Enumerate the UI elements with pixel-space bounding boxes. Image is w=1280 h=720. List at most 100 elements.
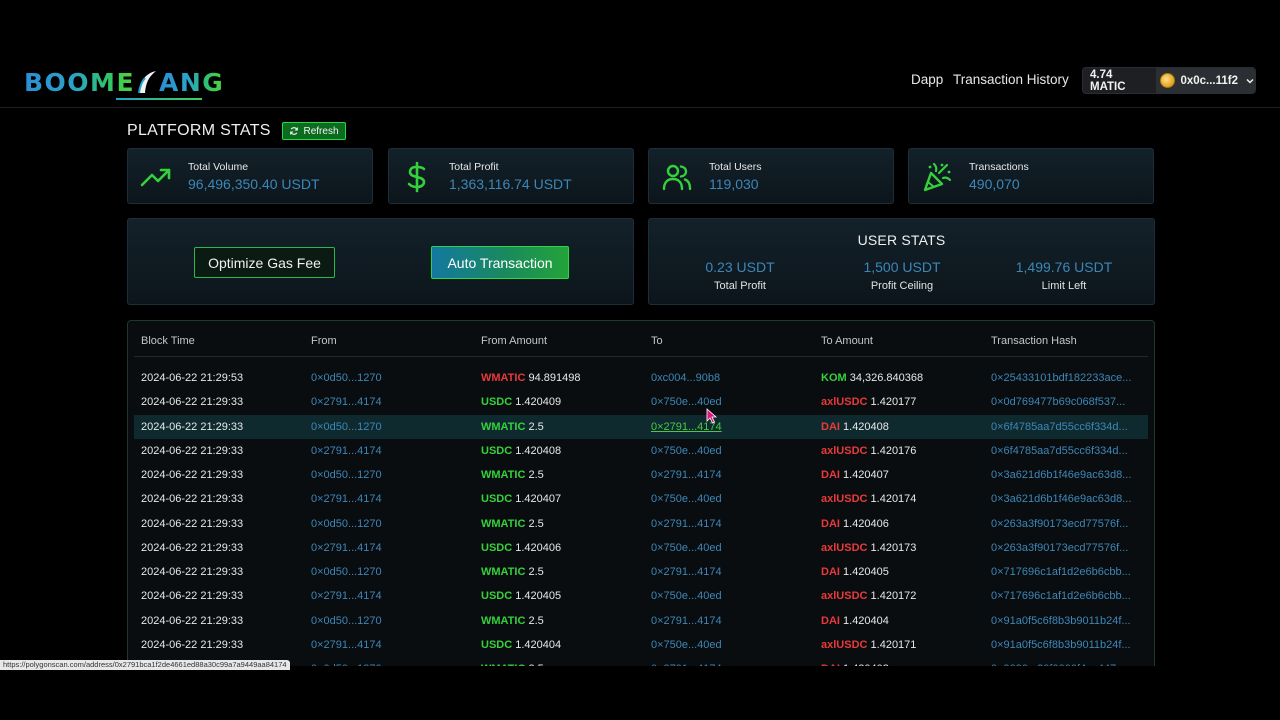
to-amount-cell: DAI 1.420407 — [821, 469, 889, 481]
to-address-link[interactable]: 0×750e...40ed — [651, 445, 722, 457]
from-address-link[interactable]: 0×0d50...1270 — [311, 663, 382, 666]
to-address-link[interactable]: 0×2791...4174 — [651, 615, 722, 627]
table-row[interactable]: 2024-06-22 21:29:33 0×0d50...1270 WMATIC 2… — [134, 512, 1148, 536]
to-token-symbol: axlUSDC — [821, 542, 868, 554]
to-address-link[interactable]: 0×2791...4174 — [651, 518, 722, 530]
from-address-link[interactable]: 0×2791...4174 — [311, 493, 382, 505]
nav-dapp-link[interactable]: Dapp — [911, 72, 944, 87]
table-row[interactable]: 2024-06-22 21:29:33 0×0d50...1270 WMATIC 2… — [134, 415, 1148, 439]
to-address-link[interactable]: 0×750e...40ed — [651, 590, 722, 602]
from-token-symbol: WMATIC — [481, 469, 526, 481]
table-row[interactable]: 2024-06-22 21:29:33 0×2791...4174 USDC 1.4… — [134, 536, 1148, 560]
table-row[interactable]: 0×0d50...1270 WMATIC 2.5 0×2791...4174 DAI … — [134, 657, 1148, 666]
from-address-link[interactable]: 0×0d50...1270 — [311, 615, 382, 627]
table-row[interactable]: 2024-06-22 21:29:33 0×2791...4174 USDC 1.4… — [134, 439, 1148, 463]
block-time-cell: 2024-06-22 21:29:33 — [141, 421, 244, 433]
from-address-link[interactable]: 0×0d50...1270 — [311, 469, 382, 481]
transaction-hash-link[interactable]: 0×25433101bdf182233ace... — [991, 372, 1132, 384]
to-token-symbol: KOM — [821, 372, 847, 384]
user-stat-value: 0.23 USDT — [705, 259, 775, 275]
from-address-link[interactable]: 0×2791...4174 — [311, 542, 382, 554]
to-amount-cell: DAI 1.420404 — [821, 615, 889, 627]
to-amount-value: 1.420405 — [843, 566, 889, 578]
transaction-hash-link[interactable]: 0×263a3f90173ecd77576f... — [991, 518, 1129, 530]
user-stat-total-profit: 0.23 USDT Total Profit — [665, 259, 815, 292]
browser-status-url: https://polygonscan.com/address/0x2791bc… — [0, 660, 290, 670]
refresh-button[interactable]: Refresh — [282, 122, 346, 140]
wallet-button[interactable]: 4.74 MATIC 0x0c...11f2 — [1082, 67, 1256, 94]
to-address-link[interactable]: 0xc004...90b8 — [651, 372, 721, 384]
transactions-table[interactable]: Block Time From From Amount To To Amount… — [127, 320, 1155, 666]
transaction-hash-link[interactable]: 0×6f4785aa7d55cc6f334d... — [991, 421, 1128, 433]
wallet-account[interactable]: 0x0c...11f2 — [1156, 68, 1255, 93]
from-amount-cell: WMATIC 2.5 — [481, 421, 544, 433]
table-row[interactable]: 2024-06-22 21:29:33 0×0d50...1270 WMATIC 2… — [134, 609, 1148, 633]
transaction-hash-link[interactable]: 0×263a3f90173ecd77576f... — [991, 542, 1129, 554]
avatar — [1160, 73, 1176, 88]
transaction-hash-link[interactable]: 0×3a621d6b1f46e9ac63d8... — [991, 493, 1132, 505]
table-row[interactable]: 2024-06-22 21:29:33 0×0d50...1270 WMATIC 2… — [134, 463, 1148, 487]
column-header-transaction-hash: Transaction Hash — [991, 335, 1077, 347]
from-address-link[interactable]: 0×0d50...1270 — [311, 566, 382, 578]
optimize-gas-fee-button[interactable]: Optimize Gas Fee — [194, 247, 335, 278]
transaction-hash-link[interactable]: 0×3a621d6b1f46e9ac63d8... — [991, 469, 1132, 481]
to-address-link[interactable]: 0×750e...40ed — [651, 396, 722, 408]
from-address-link[interactable]: 0×0d50...1270 — [311, 421, 382, 433]
transaction-hash-link[interactable]: 0×0d769477b69c068f537... — [991, 396, 1126, 408]
to-address-link[interactable]: 0×750e...40ed — [651, 542, 722, 554]
transaction-hash-link[interactable]: 0×9090...20f0000f4ac447... — [991, 663, 1141, 666]
from-address-link[interactable]: 0×2791...4174 — [311, 590, 382, 602]
from-address-link[interactable]: 0×2791...4174 — [311, 639, 382, 651]
transaction-hash-link[interactable]: 0×91a0f5c6f8b3b9011b24f... — [991, 639, 1131, 651]
table-row[interactable]: 2024-06-22 21:29:33 0×0d50...1270 WMATIC 2… — [134, 560, 1148, 584]
table-row[interactable]: 2024-06-22 21:29:33 0×2791...4174 USDC 1.4… — [134, 633, 1148, 657]
from-amount-cell: USDC 1.420408 — [481, 445, 561, 457]
nav-transaction-history-link[interactable]: Transaction History — [953, 72, 1069, 87]
to-address-link[interactable]: 0×750e...40ed — [651, 493, 722, 505]
block-time-cell: 2024-06-22 21:29:33 — [141, 445, 244, 457]
to-address-link[interactable]: 0×2791...4174 — [651, 469, 722, 481]
to-address-link[interactable]: 0×750e...40ed — [651, 639, 722, 651]
boomerang-icon — [138, 71, 157, 94]
from-address-link[interactable]: 0×0d50...1270 — [311, 372, 382, 384]
transaction-hash-link[interactable]: 0×717696c1af1d2e6b6cbb... — [991, 566, 1131, 578]
table-row[interactable]: 2024-06-22 21:29:33 0×2791...4174 USDC 1.4… — [134, 584, 1148, 608]
column-header-to-amount: To Amount — [821, 335, 873, 347]
to-amount-cell: KOM 34,326.840368 — [821, 372, 923, 384]
transaction-hash-link[interactable]: 0×6f4785aa7d55cc6f334d... — [991, 445, 1128, 457]
from-amount-value: 1.420406 — [515, 542, 562, 554]
platform-stats-title: PLATFORM STATS — [127, 122, 271, 139]
stat-label: Total Users — [709, 161, 762, 173]
user-stat-value: 1,500 USDT — [863, 259, 941, 275]
to-address-link[interactable]: 0×2791...4174 — [651, 663, 722, 666]
block-time-cell: 2024-06-22 21:29:33 — [141, 396, 244, 408]
to-address-link[interactable]: 0×2791...4174 — [651, 566, 722, 578]
from-token-symbol: USDC — [481, 590, 513, 602]
table-row[interactable]: 2024-06-22 21:29:33 0×2791...4174 USDC 1.4… — [134, 390, 1148, 414]
boomerang-logo[interactable]: BOOME ANG — [24, 62, 224, 102]
block-time-cell: 2024-06-22 21:29:53 — [141, 372, 244, 384]
transaction-hash-link[interactable]: 0×717696c1af1d2e6b6cbb... — [991, 590, 1131, 602]
from-token-symbol: USDC — [481, 639, 513, 651]
table-row[interactable]: 2024-06-22 21:29:53 0×0d50...1270 WMATIC 9… — [134, 366, 1148, 390]
stat-label: Total Profit — [449, 161, 499, 173]
from-token-symbol: WMATIC — [481, 663, 525, 666]
table-row[interactable]: 2024-06-22 21:29:33 0×2791...4174 USDC 1.4… — [134, 487, 1148, 511]
to-address-link[interactable]: 0×2791...4174 — [651, 421, 722, 433]
from-token-symbol: WMATIC — [481, 566, 526, 578]
to-token-symbol: axlUSDC — [821, 445, 868, 457]
auto-transaction-button[interactable]: Auto Transaction — [431, 246, 569, 279]
from-token-symbol: USDC — [481, 445, 513, 457]
from-amount-cell: USDC 1.420407 — [481, 493, 561, 505]
transaction-hash-link[interactable]: 0×91a0f5c6f8b3b9011b24f... — [991, 615, 1131, 627]
dollar-icon — [407, 161, 426, 193]
from-amount-cell: WMATIC 2.5 — [481, 663, 544, 666]
from-token-symbol: WMATIC — [481, 615, 526, 627]
from-address-link[interactable]: 0×0d50...1270 — [311, 518, 382, 530]
to-amount-value: 1.420174 — [870, 493, 917, 505]
user-stats-title: USER STATS — [857, 232, 946, 248]
user-stat-profit-ceiling: 1,500 USDT Profit Ceiling — [827, 259, 977, 292]
from-address-link[interactable]: 0×2791...4174 — [311, 396, 382, 408]
from-address-link[interactable]: 0×2791...4174 — [311, 445, 382, 457]
to-token-symbol: DAI — [821, 469, 840, 481]
